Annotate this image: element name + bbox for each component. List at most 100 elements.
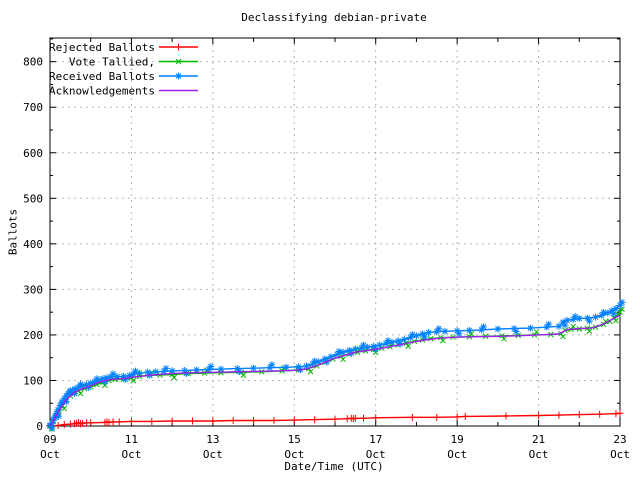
x-tick-label-month: Oct [610, 448, 630, 461]
series-marker-received-ballots [585, 317, 593, 325]
series-marker-vote-tallied [77, 390, 84, 397]
series-marker-received-ballots [282, 363, 290, 371]
series-marker-received-ballots [53, 409, 61, 417]
x-tick-label-day: 17 [369, 433, 382, 446]
series-marker-rejected-ballots [461, 412, 469, 420]
series-marker-rejected-ballots [616, 409, 624, 417]
series-marker-received-ballots [303, 362, 310, 370]
series-marker-received-ballots [333, 351, 341, 359]
series-marker-received-ballots [85, 384, 93, 392]
series-marker-received-ballots [87, 379, 95, 387]
series-marker-received-ballots [217, 365, 225, 373]
series-marker-received-ballots [345, 346, 353, 354]
series-marker-received-ballots [144, 368, 152, 376]
series-marker-received-ballots [321, 355, 329, 363]
series-marker-received-ballots [48, 424, 56, 432]
legend-label-rejected-ballots: Rejected Ballots [49, 41, 155, 54]
series-marker-received-ballots [543, 323, 551, 331]
x-tick-label-month: Oct [284, 448, 304, 461]
series-marker-rejected-ballots [189, 417, 196, 425]
series-marker-received-ballots [561, 321, 569, 329]
series-marker-rejected-ballots [148, 417, 156, 425]
series-marker-received-ballots [526, 324, 534, 332]
series-marker-rejected-ballots [433, 413, 441, 421]
series-marker-rejected-ballots [87, 419, 95, 427]
series-marker-received-ballots [575, 315, 583, 323]
series-marker-received-ballots [425, 329, 433, 337]
x-tick-label-day: 23 [613, 433, 626, 446]
legend-marker-received-ballots [175, 72, 182, 80]
y-tick-label: 500 [23, 192, 43, 205]
y-tick-label: 700 [23, 101, 43, 114]
series-marker-received-ballots [382, 340, 390, 348]
series-marker-received-ballots [571, 312, 579, 320]
series-marker-received-ballots [180, 366, 188, 374]
series-marker-received-ballots [91, 378, 99, 386]
series-marker-vote-tallied [570, 323, 576, 330]
series-marker-rejected-ballots [555, 411, 563, 419]
series-marker-received-ballots [160, 367, 168, 375]
series-marker-rejected-ballots [209, 417, 217, 425]
series-marker-received-ballots [152, 368, 160, 376]
x-tick-label-day: 11 [125, 433, 138, 446]
series-marker-received-ballots [131, 367, 139, 375]
series-marker-vote-tallied [560, 333, 566, 340]
x-tick-label-month: Oct [203, 448, 223, 461]
legend-label-acknowledgements: Acknowledgements [49, 85, 155, 98]
series-marker-received-ballots [396, 340, 404, 348]
series-marker-received-ballots [510, 325, 518, 333]
series-marker-vote-tallied [130, 377, 137, 384]
series-marker-vote-tallied [405, 343, 412, 349]
series-marker-received-ballots [384, 337, 392, 345]
series-marker-received-ballots [608, 307, 616, 315]
x-axis-label: Date/Time (UTC) [284, 460, 384, 473]
series-marker-received-ballots [400, 335, 408, 343]
series-marker-rejected-ballots [54, 422, 62, 430]
series-marker-vote-tallied [307, 368, 314, 375]
series-marker-rejected-ballots [502, 412, 510, 420]
series-marker-received-ballots [103, 374, 111, 382]
series-line-received-ballots [49, 304, 621, 426]
series-marker-received-ballots [433, 328, 441, 336]
y-tick-label: 300 [23, 283, 43, 296]
series-marker-received-ballots [421, 333, 429, 341]
series-marker-vote-tallied [440, 337, 446, 344]
series-marker-received-ballots [62, 398, 70, 406]
y-tick-label: 0 [36, 420, 43, 433]
y-tick-label: 400 [23, 238, 43, 251]
y-tick-label: 100 [23, 374, 43, 387]
series-marker-rejected-ballots [351, 414, 359, 422]
series-marker-received-ballots [129, 370, 137, 378]
series-marker-received-ballots [494, 325, 502, 333]
series-marker-rejected-ballots [311, 416, 319, 424]
series-marker-received-ballots [268, 361, 276, 369]
series-marker-received-ballots [109, 370, 117, 378]
series-marker-received-ballots [406, 334, 414, 342]
series-marker-received-ballots [75, 383, 82, 391]
series-line-acknowledgements [49, 314, 621, 427]
x-tick-label-day: 19 [451, 433, 464, 446]
series-marker-received-ballots [480, 323, 488, 331]
series-marker-received-ballots [600, 308, 608, 316]
series-marker-rejected-ballots [575, 411, 583, 419]
series-marker-rejected-ballots [250, 417, 258, 425]
series-marker-rejected-ballots [109, 418, 117, 426]
series-marker-rejected-ballots [127, 417, 135, 425]
series-marker-received-ballots [113, 373, 121, 381]
series-marker-received-ballots [583, 314, 591, 322]
series-marker-vote-tallied [533, 329, 540, 335]
series-marker-received-ballots [618, 298, 626, 306]
series-marker-received-ballots [83, 381, 91, 389]
series-marker-vote-tallied [171, 374, 177, 381]
series-marker-received-ballots [545, 320, 553, 328]
y-tick-label: 800 [23, 56, 43, 69]
series-marker-received-ballots [136, 369, 144, 377]
series-marker-rejected-ballots [270, 417, 278, 425]
series-marker-received-ballots [168, 367, 176, 375]
series-marker-rejected-ballots [115, 418, 123, 426]
series-marker-received-ballots [71, 385, 79, 393]
series-marker-received-ballots [327, 353, 335, 361]
series-marker-vote-tallied [586, 328, 593, 334]
series-marker-received-ballots [419, 330, 427, 338]
series-marker-received-ballots [412, 332, 420, 340]
